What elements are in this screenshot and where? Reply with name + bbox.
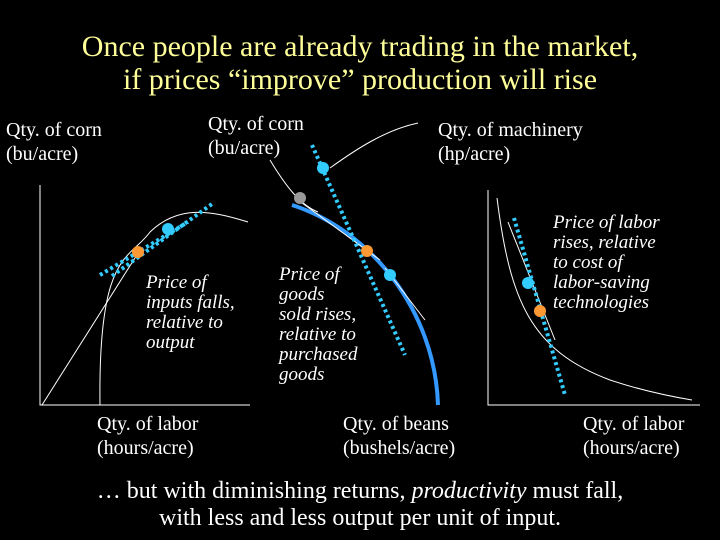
panel-1-note-line: relative to [146, 312, 223, 333]
panel-1-note-line: output [146, 332, 195, 353]
panel-1-x-label-line-2: (hours/acre) [97, 437, 194, 459]
panel-3-note-line: rises, relative [553, 232, 656, 253]
panel-2-indifference-curve-2 [269, 159, 319, 213]
panel-3-note-line: labor-saving [553, 272, 650, 293]
footer-line-1: … but with diminishing returns, producti… [0, 478, 720, 505]
panel-2-x-label-line-1: Qty. of beans [343, 413, 449, 435]
panel-2-y-label: Qty. of corn (bu/acre) [208, 112, 304, 160]
panel-3-note-line: technologies [553, 292, 650, 313]
panel-2-old-point [361, 245, 373, 257]
panel-1-note-line: inputs falls, [146, 292, 235, 313]
panel-1-note: Price of inputs falls, relative to outpu… [146, 273, 235, 353]
panel-2-graph [269, 122, 440, 406]
panel-3-note-line: to cost of [553, 252, 623, 273]
panel-2-note-line: relative to [279, 324, 356, 345]
panel-3-x-label-line-1: Qty. of labor [583, 413, 685, 435]
panel-1-new-point [162, 223, 174, 235]
panel-2-indifference-curve [329, 122, 419, 169]
panel-3-x-label-line-2: (hours/acre) [583, 437, 680, 459]
footer-line-2: with less and less output per unit of in… [159, 505, 561, 531]
panel-1-y-label-line-2: (bu/acre) [6, 143, 79, 165]
panel-2-note: Price of goods sold rises, relative to p… [279, 265, 357, 385]
panel-2-x-label: Qty. of beans (bushels/acre) [343, 412, 455, 460]
panel-3-note: Price of labor rises, relative to cost o… [553, 213, 660, 313]
title-line-2: if prices “improve” production will rise [122, 63, 598, 96]
panel-1-production-curve [99, 211, 249, 406]
panel-3-new-point [522, 277, 534, 289]
panel-1-y-label-line-1: Qty. of corn [6, 119, 102, 141]
footer-text-pre: … but with diminishing returns, [96, 478, 406, 504]
footer-text-emphasis: productivity [411, 478, 527, 504]
panel-2-x-label-line-2: (bushels/acre) [343, 437, 456, 459]
panel-3-isoquant-curve [496, 197, 693, 401]
panel-1-new-price-line [110, 202, 214, 278]
footer-text-post: must fall, [532, 478, 624, 504]
panel-1-y-label: Qty. of corn (bu/acre) [6, 118, 102, 166]
panel-3-graph [487, 190, 700, 406]
panel-1-x-label: Qty. of labor (hours/acre) [97, 412, 198, 460]
panel-2-note-line: goods [279, 364, 325, 385]
panel-3-x-label: Qty. of labor (hours/acre) [583, 412, 684, 460]
slide-footer: … but with diminishing returns, producti… [0, 478, 720, 532]
panel-1-note-line: Price of [146, 272, 207, 293]
panel-2-new-point [384, 269, 396, 281]
panel-3-y-label: Qty. of machinery (hp/acre) [438, 118, 583, 166]
panel-2-top-point [317, 162, 329, 174]
panel-3-note-line: Price of labor [553, 212, 660, 233]
panel-1-old-point [132, 246, 144, 258]
panel-1-axes [39, 185, 250, 406]
panel-2-note-line: goods [279, 284, 325, 305]
panel-3-old-point [534, 305, 546, 317]
panel-3-y-label-line-1: Qty. of machinery [438, 119, 583, 141]
panel-1-tangent-line [41, 249, 141, 406]
panel-1-x-label-line-1: Qty. of labor [97, 413, 199, 435]
panel-2-note-line: Price of [279, 264, 340, 285]
panel-1-old-price-line [98, 220, 190, 277]
panel-2-note-line: purchased [279, 344, 358, 365]
panel-2-note-line: sold rises, [279, 304, 357, 325]
slide-title: Once people are already trading in the m… [0, 30, 720, 96]
panel-2-origin-point [294, 192, 306, 204]
panel-3-y-label-line-2: (hp/acre) [438, 143, 511, 165]
panel-2-y-label-line-1: Qty. of corn [208, 113, 304, 135]
panel-3-axes [487, 190, 700, 406]
title-line-1: Once people are already trading in the m… [81, 30, 639, 63]
panel-1-graph [39, 185, 250, 406]
panel-2-y-label-line-2: (bu/acre) [208, 137, 281, 159]
panel-2-new-price-line [310, 144, 407, 356]
